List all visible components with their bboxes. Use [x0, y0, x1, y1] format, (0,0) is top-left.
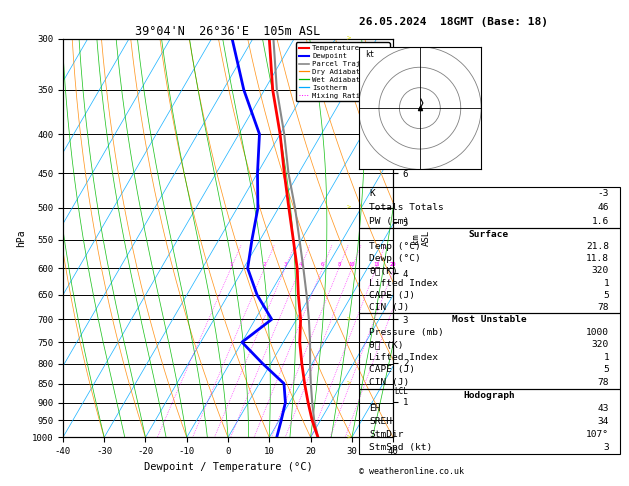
Text: 2: 2 — [263, 261, 266, 267]
Text: 15: 15 — [373, 261, 379, 267]
Text: Surface: Surface — [469, 230, 509, 239]
Text: 1000: 1000 — [586, 328, 609, 337]
Text: >: > — [347, 434, 351, 440]
Text: 320: 320 — [592, 266, 609, 276]
Text: 34: 34 — [598, 417, 609, 426]
Text: Dewp (°C): Dewp (°C) — [369, 254, 421, 263]
Text: 26.05.2024  18GMT (Base: 18): 26.05.2024 18GMT (Base: 18) — [359, 17, 547, 27]
Text: 8: 8 — [337, 261, 340, 267]
Text: Most Unstable: Most Unstable — [452, 315, 526, 324]
Text: kt: kt — [365, 50, 374, 59]
Text: K: K — [369, 190, 375, 198]
Text: StmDir: StmDir — [369, 430, 403, 439]
Text: PW (cm): PW (cm) — [369, 217, 409, 226]
Text: 6: 6 — [321, 261, 324, 267]
Text: >: > — [347, 205, 351, 211]
Text: >: > — [347, 36, 351, 42]
Text: 46: 46 — [598, 203, 609, 212]
Text: >: > — [347, 381, 351, 386]
Title: 39°04'N  26°36'E  105m ASL: 39°04'N 26°36'E 105m ASL — [135, 25, 321, 38]
Text: CAPE (J): CAPE (J) — [369, 365, 415, 375]
Text: CIN (J): CIN (J) — [369, 378, 409, 387]
Text: 11.8: 11.8 — [586, 254, 609, 263]
Text: 21.8: 21.8 — [586, 242, 609, 251]
Text: © weatheronline.co.uk: © weatheronline.co.uk — [359, 467, 464, 476]
Text: 78: 78 — [598, 303, 609, 312]
Text: 4: 4 — [299, 261, 302, 267]
Text: Temp (°C): Temp (°C) — [369, 242, 421, 251]
Text: 20: 20 — [390, 261, 396, 267]
Text: θ⁣ (K): θ⁣ (K) — [369, 340, 403, 349]
Y-axis label: hPa: hPa — [16, 229, 26, 247]
Text: 107°: 107° — [586, 430, 609, 439]
Text: 5: 5 — [603, 365, 609, 375]
Text: 1: 1 — [230, 261, 233, 267]
Text: SREH: SREH — [369, 417, 392, 426]
Text: Lifted Index: Lifted Index — [369, 353, 438, 362]
Text: -3: -3 — [598, 190, 609, 198]
Text: 320: 320 — [592, 340, 609, 349]
Text: 25: 25 — [389, 261, 396, 267]
Text: 3: 3 — [603, 443, 609, 452]
Text: Hodograph: Hodograph — [463, 391, 515, 400]
Y-axis label: km
ASL: km ASL — [411, 230, 430, 246]
Text: EH: EH — [369, 404, 381, 413]
Text: 1: 1 — [603, 278, 609, 288]
Text: >: > — [347, 316, 351, 322]
Text: θ⁣(K): θ⁣(K) — [369, 266, 398, 276]
Text: 1.6: 1.6 — [592, 217, 609, 226]
Text: Totals Totals: Totals Totals — [369, 203, 443, 212]
Text: 5: 5 — [603, 291, 609, 300]
Text: 43: 43 — [598, 404, 609, 413]
Text: CIN (J): CIN (J) — [369, 303, 409, 312]
Legend: Temperature, Dewpoint, Parcel Trajectory, Dry Adiabat, Wet Adiabat, Isotherm, Mi: Temperature, Dewpoint, Parcel Trajectory… — [296, 42, 389, 102]
Text: Lifted Index: Lifted Index — [369, 278, 438, 288]
Text: LCL: LCL — [394, 387, 408, 396]
Text: 1: 1 — [603, 353, 609, 362]
Text: 3: 3 — [284, 261, 287, 267]
Text: Pressure (mb): Pressure (mb) — [369, 328, 443, 337]
X-axis label: Dewpoint / Temperature (°C): Dewpoint / Temperature (°C) — [143, 462, 313, 472]
Text: 10: 10 — [348, 261, 355, 267]
Text: StmSpd (kt): StmSpd (kt) — [369, 443, 432, 452]
Text: CAPE (J): CAPE (J) — [369, 291, 415, 300]
Text: 78: 78 — [598, 378, 609, 387]
